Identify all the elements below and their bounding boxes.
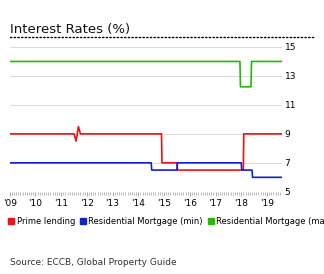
Legend: Prime lending, Residential Mortgage (min), Residential Mortgage (max): Prime lending, Residential Mortgage (min… <box>8 217 324 226</box>
Text: Source: ECCB, Global Property Guide: Source: ECCB, Global Property Guide <box>10 258 176 267</box>
Text: Interest Rates (%): Interest Rates (%) <box>10 23 130 36</box>
